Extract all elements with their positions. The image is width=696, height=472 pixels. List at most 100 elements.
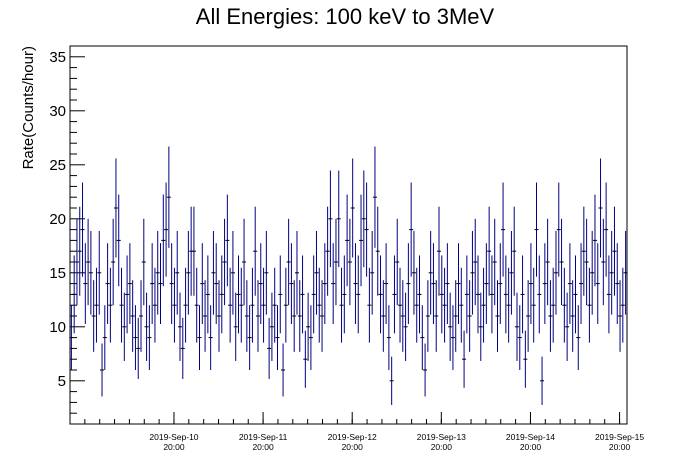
data-point bbox=[428, 230, 433, 315]
data-point bbox=[356, 255, 361, 334]
data-point bbox=[275, 305, 280, 370]
data-point bbox=[434, 280, 439, 352]
data-point bbox=[598, 158, 603, 258]
data-point bbox=[459, 267, 464, 343]
data-point bbox=[216, 280, 221, 352]
data-point bbox=[150, 243, 155, 325]
data-point bbox=[200, 243, 205, 325]
data-point bbox=[542, 243, 547, 325]
data-point bbox=[587, 267, 592, 343]
data-point bbox=[242, 218, 247, 306]
data-point bbox=[88, 230, 93, 315]
data-point bbox=[462, 330, 467, 388]
data-point bbox=[523, 330, 528, 388]
x-axis: 2019-Sep-1020:002019-Sep-1120:002019-Sep… bbox=[69, 412, 644, 452]
data-point bbox=[113, 158, 118, 258]
data-point bbox=[576, 305, 581, 370]
data-point bbox=[261, 267, 266, 343]
data-point bbox=[417, 255, 422, 334]
data-point bbox=[514, 292, 519, 361]
data-point bbox=[320, 280, 325, 352]
data-point bbox=[476, 255, 481, 334]
data-point bbox=[448, 292, 453, 361]
data-point bbox=[169, 243, 174, 325]
data-point bbox=[102, 305, 107, 370]
data-point bbox=[548, 280, 553, 352]
data-point bbox=[69, 305, 74, 370]
data-point bbox=[228, 267, 233, 343]
data-point bbox=[139, 280, 144, 352]
data-point bbox=[253, 206, 258, 296]
data-point bbox=[183, 267, 188, 343]
data-point bbox=[584, 218, 589, 306]
data-point bbox=[423, 343, 428, 397]
data-point bbox=[322, 243, 327, 325]
data-point bbox=[161, 194, 166, 287]
data-point bbox=[612, 206, 617, 296]
data-point bbox=[283, 267, 288, 343]
data-point bbox=[197, 305, 202, 370]
data-point bbox=[620, 267, 625, 343]
data-point bbox=[420, 305, 425, 370]
data-point bbox=[531, 267, 536, 343]
data-point bbox=[567, 243, 572, 325]
data-point bbox=[347, 218, 352, 306]
data-point bbox=[528, 243, 533, 325]
data-point bbox=[267, 317, 272, 379]
data-point bbox=[601, 218, 606, 306]
data-point bbox=[286, 218, 291, 306]
data-point bbox=[579, 243, 584, 325]
data-point bbox=[615, 243, 620, 325]
data-point bbox=[498, 243, 503, 325]
data-point bbox=[130, 280, 135, 352]
data-point bbox=[119, 267, 124, 343]
x-tick-time-label: 20:00 bbox=[431, 442, 453, 452]
x-tick-time-label: 20:00 bbox=[163, 442, 185, 452]
data-point bbox=[211, 230, 216, 315]
data-point bbox=[445, 243, 450, 325]
data-point bbox=[495, 280, 500, 352]
data-point bbox=[100, 343, 105, 397]
data-point bbox=[364, 182, 369, 277]
data-point bbox=[91, 280, 96, 352]
data-point bbox=[520, 255, 525, 334]
data-point bbox=[425, 280, 430, 352]
data-point bbox=[225, 194, 230, 287]
data-point bbox=[378, 255, 383, 334]
y-tick-label: 15 bbox=[49, 265, 66, 282]
data-point bbox=[450, 305, 455, 370]
data-point bbox=[553, 230, 558, 315]
data-point bbox=[94, 267, 99, 343]
data-point bbox=[353, 243, 358, 325]
data-point bbox=[478, 292, 483, 361]
data-point bbox=[484, 243, 489, 325]
data-point bbox=[623, 230, 628, 315]
data-point bbox=[372, 146, 377, 248]
y-tick-label: 30 bbox=[49, 103, 66, 120]
x-tick-date-label: 2019-Sep-13 bbox=[417, 432, 466, 442]
data-point bbox=[255, 280, 260, 352]
data-point bbox=[503, 255, 508, 334]
y-tick-label: 25 bbox=[49, 157, 66, 174]
data-point bbox=[172, 267, 177, 343]
data-point bbox=[247, 305, 252, 370]
data-point bbox=[158, 243, 163, 325]
data-point bbox=[517, 305, 522, 370]
data-point bbox=[264, 230, 269, 315]
data-point bbox=[244, 280, 249, 352]
data-point bbox=[328, 170, 333, 268]
data-point bbox=[604, 182, 609, 277]
x-tick-date-label: 2019-Sep-14 bbox=[506, 432, 555, 442]
y-tick-label: 35 bbox=[49, 49, 66, 66]
data-point bbox=[272, 267, 277, 343]
chart-title: All Energies: 100 keV to 3MeV bbox=[196, 4, 495, 29]
data-point bbox=[136, 317, 141, 379]
data-series bbox=[69, 146, 628, 405]
x-tick-time-label: 20:00 bbox=[252, 442, 274, 452]
data-point bbox=[333, 218, 338, 306]
data-point bbox=[186, 230, 191, 315]
data-point bbox=[350, 158, 355, 258]
data-point bbox=[239, 267, 244, 343]
data-point bbox=[86, 218, 91, 306]
data-point bbox=[609, 230, 614, 315]
